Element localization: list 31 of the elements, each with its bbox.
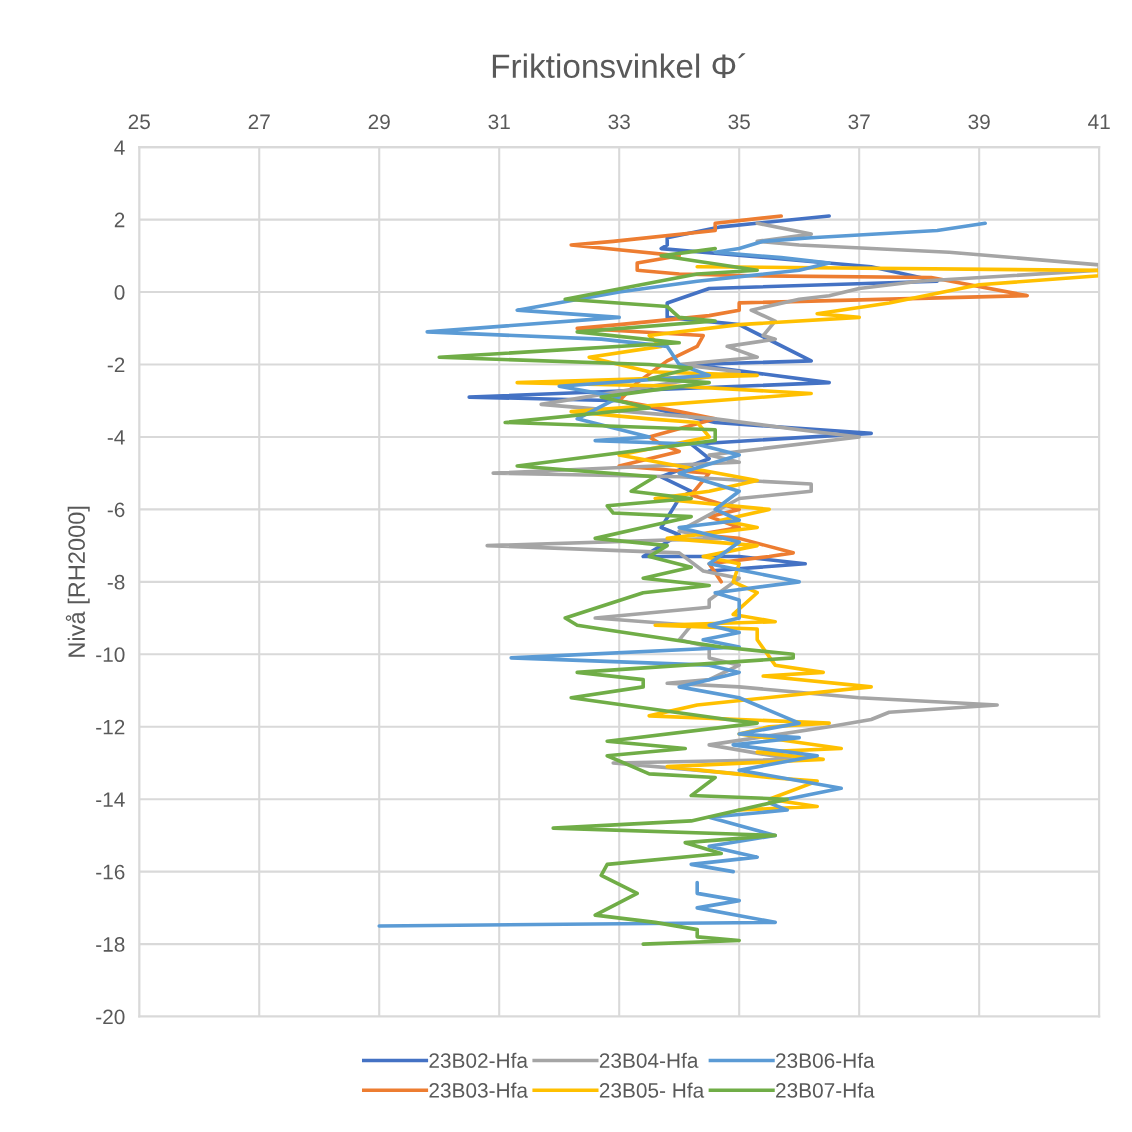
legend-label: 23B04-Hfa [599, 1052, 699, 1068]
x-tick-label: 27 [248, 114, 270, 129]
x-tick-label: 35 [728, 114, 750, 130]
y-tick-label: 0 [114, 285, 125, 300]
chart-title: Friktionsvinkel Φ´ [492, 53, 746, 79]
y-tick-label: -16 [96, 864, 125, 880]
legend-label: 23B02-Hfa [429, 1052, 528, 1068]
x-tick-label: 41 [1088, 114, 1110, 129]
y-tick-label: -8 [107, 574, 125, 590]
y-tick-label: 2 [114, 212, 125, 228]
x-tick-label: 29 [368, 114, 390, 130]
y-tick-label: -18 [96, 937, 125, 952]
y-tick-label: -2 [107, 357, 125, 373]
x-tick-label: 37 [848, 114, 870, 130]
y-tick-label: -10 [96, 647, 125, 663]
legend-label: 23B05- Hfa [599, 1082, 705, 1098]
y-tick-label: -4 [107, 430, 125, 445]
y-tick-label: 4 [114, 140, 125, 155]
legend-label: 23B03-Hfa [429, 1082, 528, 1098]
y-axis-title: Nivå [RH2000] [65, 506, 90, 657]
legend-label: 23B06-Hfa [776, 1052, 875, 1068]
line-series [437, 246, 795, 946]
x-tick-label: 39 [968, 114, 990, 130]
legend-label: 23B07-Hfa [776, 1082, 875, 1098]
x-tick-label: 31 [488, 114, 510, 130]
y-tick-label: -12 [96, 719, 125, 735]
y-tick-label: -14 [96, 792, 125, 807]
y-tick-label: -6 [107, 502, 125, 518]
x-tick-label: 33 [608, 114, 630, 130]
y-tick-label: -20 [96, 1009, 125, 1025]
x-tick-label: 25 [128, 114, 150, 130]
